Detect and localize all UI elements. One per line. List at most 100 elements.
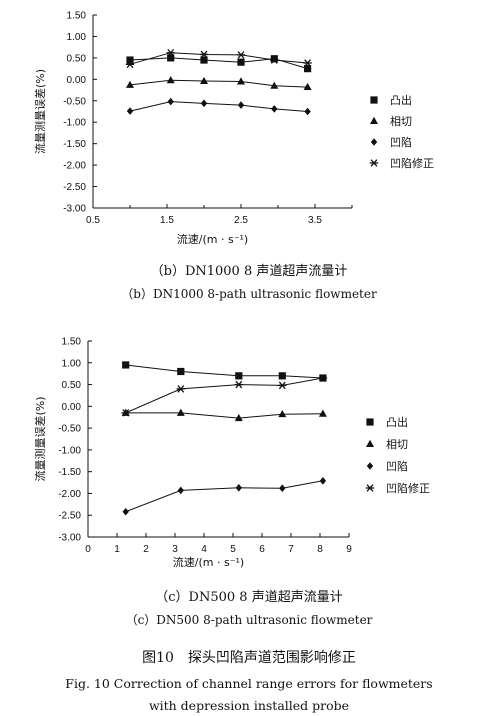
x-tick-label: 2.5	[234, 215, 248, 226]
series-line	[129, 79, 308, 88]
data-point	[235, 483, 242, 492]
data-point	[121, 409, 130, 417]
y-tick-label: 1.00	[62, 358, 82, 369]
legend-marker-square	[370, 96, 378, 104]
data-point	[167, 97, 174, 106]
data-point	[318, 409, 327, 417]
y-tick-label: 0.00	[67, 75, 87, 86]
legend-entry: 凹陷	[366, 459, 408, 473]
legend-marker-diamond	[366, 462, 374, 470]
data-point	[126, 56, 134, 64]
y-tick-label: -3.00	[63, 204, 86, 215]
x-tick-label: 8	[317, 544, 323, 555]
y-tick-label: 0.50	[62, 380, 82, 391]
y-axis-label: 流量测量误差(%)	[33, 396, 47, 481]
x-tick-label: 1	[114, 544, 120, 555]
data-point	[303, 59, 312, 67]
x-tick-label: 4	[201, 544, 207, 555]
y-tick-label: -1.00	[58, 445, 81, 456]
data-point	[177, 486, 184, 495]
data-point	[278, 372, 286, 380]
data-point	[270, 81, 279, 89]
x-axis-label: 流速/(m · s⁻¹)	[177, 232, 248, 246]
data-point	[125, 60, 135, 69]
legend-entry: 凹陷修正	[369, 156, 434, 170]
legend-label: 相切	[390, 115, 412, 128]
data-point	[236, 51, 246, 59]
y-tick-label: -2.00	[58, 489, 81, 500]
legend-label: 相切	[386, 438, 408, 451]
data-point	[270, 56, 279, 64]
series-triangle	[126, 75, 312, 91]
y-tick-label: -1.50	[58, 467, 81, 478]
series-line	[125, 480, 323, 513]
data-point	[278, 381, 287, 390]
series-line	[125, 364, 323, 379]
chart-b: 1.50 1.00 0.50 0.00 -0.50 -1.00 -1.50 -2.00 -2.5…	[33, 11, 434, 302]
x-tick-label: 5	[230, 544, 236, 555]
data-point	[304, 107, 311, 116]
data-point	[237, 58, 245, 66]
y-tick-label: -2.00	[63, 161, 86, 172]
series-star	[121, 374, 328, 417]
data-point	[166, 75, 175, 84]
data-point	[176, 408, 185, 416]
x-tick-label: 6	[259, 544, 265, 555]
data-point	[200, 76, 208, 85]
data-point	[235, 372, 243, 380]
legend-marker-star	[365, 484, 375, 492]
data-point	[166, 48, 175, 57]
x-axis-label: 流速/(m · s⁻¹)	[173, 555, 244, 569]
data-point	[167, 54, 175, 62]
data-point	[200, 99, 208, 108]
data-point	[199, 50, 209, 59]
data-point	[237, 77, 245, 85]
figure-title-cn: 图10 探头凹陷声道范围影响修正	[142, 649, 356, 666]
y-tick-label: -0.50	[58, 424, 81, 435]
y-tick-label: 0.50	[67, 53, 87, 64]
x-tick-label: 0.5	[86, 215, 100, 226]
legend-label: 凹陷	[386, 459, 408, 473]
legend-marker-star	[369, 159, 379, 167]
series-line	[129, 57, 308, 70]
x-tick-label: 0	[85, 544, 91, 555]
series-line	[125, 377, 323, 414]
legend-marker-diamond	[370, 138, 378, 146]
series-triangle	[121, 408, 327, 422]
data-point	[177, 367, 185, 376]
legend-entry: 凹陷	[370, 135, 412, 149]
figure-title-en-line2: with depression installed probe	[149, 698, 349, 713]
figure-caption: 图10 探头凹陷声道范围影响修正 Fig. 10 Correction of ch…	[65, 649, 432, 713]
series-diamond	[126, 97, 311, 116]
series-square	[122, 361, 327, 382]
x-tick-label: 3	[172, 544, 178, 555]
data-point	[200, 56, 208, 64]
subfigure-caption-en: （c）DN500 8-path ultrasonic flowmeter	[126, 613, 373, 627]
y-tick-label: -0.50	[63, 96, 86, 107]
y-tick-label: 1.00	[67, 32, 87, 43]
y-tick-label: 0.00	[62, 402, 82, 413]
data-point	[126, 80, 134, 88]
x-tick-label: 3.5	[308, 215, 322, 226]
data-point	[278, 409, 287, 418]
data-point	[319, 477, 327, 485]
x-tick-label: 9	[346, 544, 352, 555]
series-star	[125, 48, 312, 69]
x-tick-label: 2	[143, 544, 149, 555]
data-point	[126, 107, 134, 115]
data-point	[234, 380, 243, 389]
legend-label: 凹陷修正	[386, 481, 430, 495]
y-axis-label: 流量测量误差(%)	[33, 69, 47, 154]
legend-entry: 相切	[366, 438, 408, 451]
y-tick-label: -1.50	[63, 139, 86, 150]
legend-label: 凸出	[386, 415, 408, 429]
data-point	[122, 361, 130, 369]
series-line	[129, 101, 308, 112]
series-diamond	[122, 477, 327, 516]
legend-entry: 相切	[370, 115, 412, 128]
data-point	[271, 105, 278, 113]
figure-title-en-line1: Fig. 10 Correction of channel range erro…	[65, 676, 432, 691]
chart-c: 1.50 1.00 0.50 0.00 -0.50 -1.00 -1.50 -2.00 -2.5…	[33, 337, 430, 628]
data-point	[303, 82, 312, 91]
